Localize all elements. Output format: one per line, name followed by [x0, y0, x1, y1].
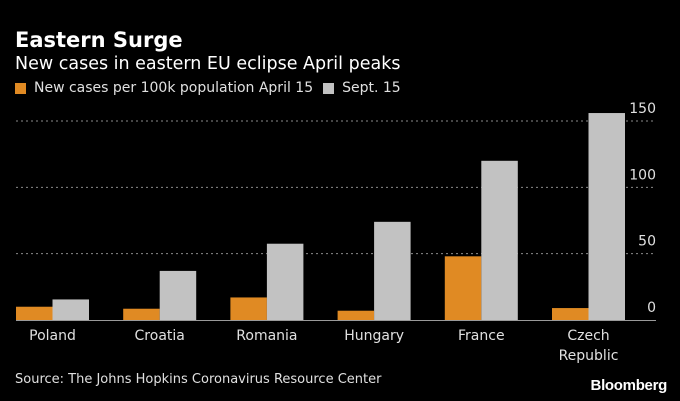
y-tick-labels: 0 50 100 150: [629, 101, 656, 316]
legend-swatch-sept: [323, 82, 335, 94]
y-tick-0: 0: [647, 300, 656, 316]
bar-sept-poland: [52, 299, 89, 320]
y-tick-50: 50: [638, 234, 656, 250]
bar-april-france: [444, 256, 482, 320]
x-label-czech-republic-line1: Republic: [559, 348, 619, 364]
legend-label-april: New cases per 100k population April 15: [34, 80, 314, 96]
source-note: Source: The Johns Hopkins Coronavirus Re…: [15, 372, 382, 387]
x-label-romania: Romania: [236, 328, 297, 344]
y-tick-100: 100: [629, 167, 656, 183]
x-label-czech-republic-line0: Czech: [567, 328, 609, 344]
bars: [16, 113, 625, 320]
bar-sept-croatia: [159, 270, 197, 320]
chart-title: Eastern Surge: [15, 28, 183, 52]
bar-april-croatia: [123, 308, 160, 320]
x-category-labels: Poland Croatia Romania Hungary France Czech Re…: [29, 328, 618, 364]
legend-item-april: New cases per 100k population April 15: [15, 80, 313, 96]
bar-sept-france: [481, 160, 518, 320]
chart-subtitle: New cases in eastern EU eclipse April pe…: [15, 54, 401, 74]
bar-sept-hungary: [374, 221, 411, 320]
gridlines: [16, 120, 656, 321]
x-label-france: France: [458, 328, 505, 344]
bar-april-hungary: [337, 310, 375, 320]
bar-april-czech-republic: [552, 308, 589, 320]
x-label-croatia: Croatia: [135, 328, 185, 344]
bar-april-poland: [16, 306, 53, 320]
brand-logo: Bloomberg: [590, 377, 668, 394]
legend: New cases per 100k population April 15 S…: [15, 80, 411, 96]
legend-item-sept: Sept. 15: [323, 80, 401, 96]
bar-april-romania: [230, 297, 267, 320]
legend-swatch-april: [15, 82, 26, 94]
x-label-hungary: Hungary: [344, 328, 404, 344]
y-tick-150: 150: [629, 101, 656, 117]
x-label-poland: Poland: [29, 328, 76, 344]
legend-label-sept: Sept. 15: [342, 80, 401, 96]
bar-sept-romania: [266, 243, 304, 320]
bar-sept-czech-republic: [588, 113, 625, 320]
